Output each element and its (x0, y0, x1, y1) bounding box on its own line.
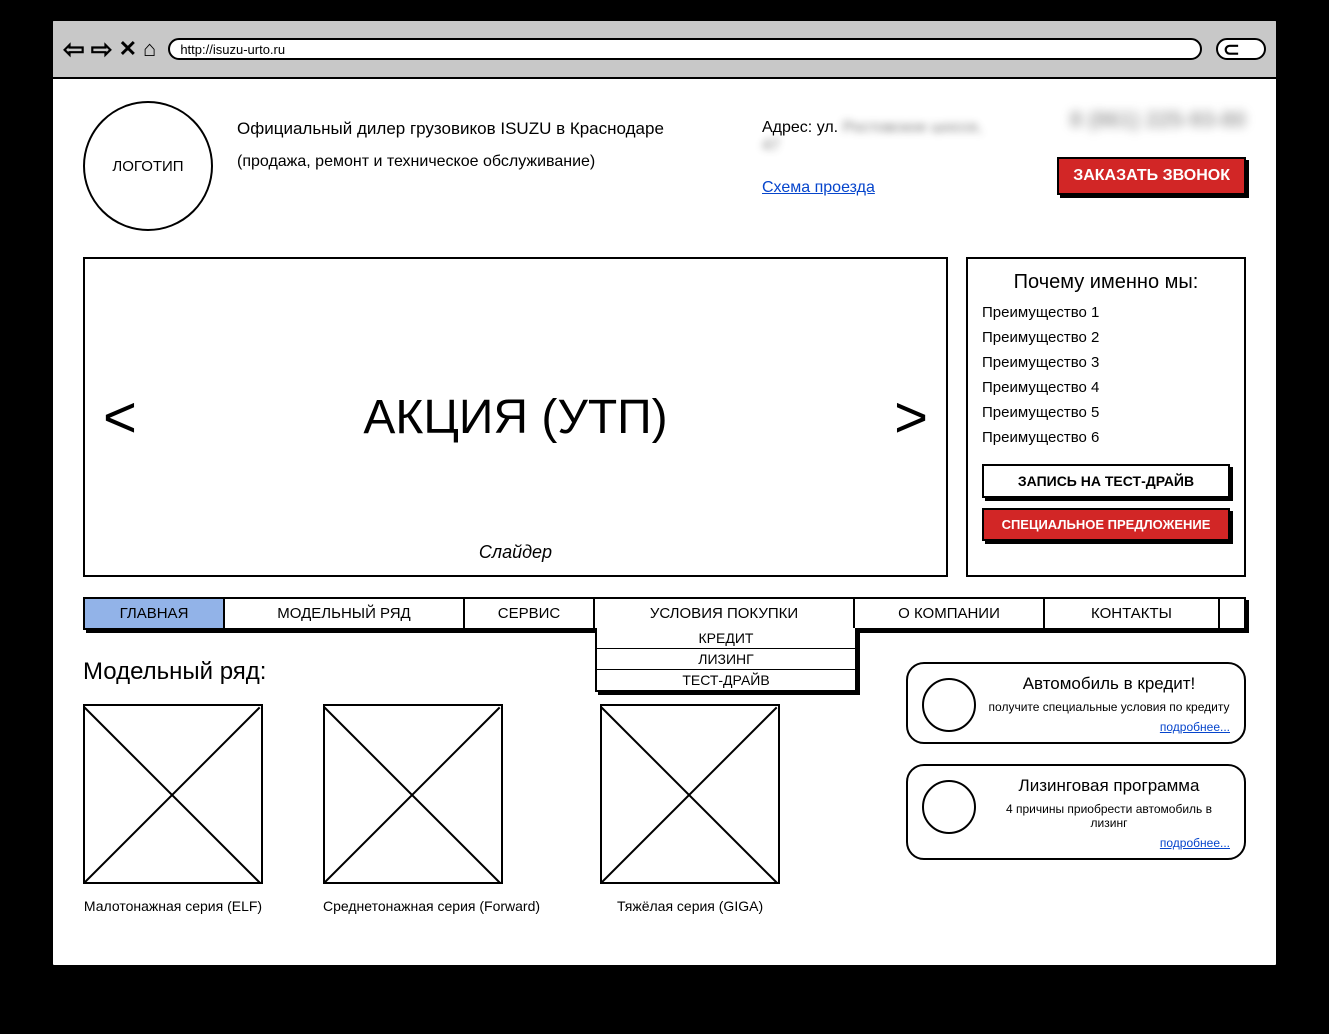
nav-submenu: КРЕДИТЛИЗИНГТЕСТ-ДРАЙВ (595, 628, 857, 692)
promo-more-link[interactable]: подробнее... (1160, 836, 1230, 850)
nav-item-5[interactable]: КОНТАКТЫ (1045, 599, 1220, 628)
browser-window: ⇦ ⇨ ✕ ⌂ http://isuzu-urto.ru ⊂ ЛОГОТИП О… (50, 18, 1279, 968)
model-image-placeholder (323, 704, 503, 884)
slider-prev-icon[interactable]: < (103, 384, 137, 451)
browser-toolbar: ⇦ ⇨ ✕ ⌂ http://isuzu-urto.ru ⊂ (53, 21, 1276, 79)
address-label: Адрес: ул. (762, 119, 838, 136)
why-us-title: Почему именно мы: (982, 271, 1230, 294)
why-us-panel: Почему именно мы: Преимущество 1Преимуще… (966, 257, 1246, 577)
promo-card-1: Лизинговая программа 4 причины приобрести… (906, 764, 1246, 860)
model-label: Тяжёлая серия (GIGA) (600, 898, 780, 914)
hero-row: < АКЦИЯ (УТП) > Слайдер Почему именно мы… (83, 257, 1246, 577)
nav-item-3[interactable]: УСЛОВИЯ ПОКУПКИ (595, 599, 855, 628)
callback-button[interactable]: ЗАКАЗАТЬ ЗВОНОК (1057, 157, 1246, 195)
search-icon[interactable]: ⊂ (1216, 38, 1266, 60)
model-card-2[interactable]: Тяжёлая серия (GIGA) (600, 704, 780, 914)
model-label: Малотонажная серия (ELF) (83, 898, 263, 914)
url-input[interactable]: http://isuzu-urto.ru (168, 38, 1202, 60)
promo-icon-placeholder (922, 780, 976, 834)
why-us-item: Преимущество 4 (982, 379, 1230, 396)
home-icon[interactable]: ⌂ (143, 36, 156, 62)
promo-icon-placeholder (922, 678, 976, 732)
site-header: ЛОГОТИП Официальный дилер грузовиков ISU… (83, 101, 1246, 231)
forward-icon[interactable]: ⇨ (91, 34, 113, 65)
content-row: Модельный ряд: Малотонажная серия (ELF)С… (83, 658, 1246, 914)
promos-column: Автомобиль в кредит! получите специальные… (906, 658, 1246, 914)
submenu-item-0[interactable]: КРЕДИТ (597, 628, 855, 649)
slider-title: АКЦИЯ (УТП) (363, 390, 667, 445)
slider-next-icon[interactable]: > (894, 384, 928, 451)
model-card-1[interactable]: Среднетонажная серия (Forward) (323, 704, 540, 914)
promo-more-link[interactable]: подробнее... (1160, 720, 1230, 734)
submenu-item-2[interactable]: ТЕСТ-ДРАЙВ (597, 670, 855, 690)
why-us-list: Преимущество 1 Преимущество 2 Преимущество… (982, 304, 1230, 446)
model-image-placeholder (83, 704, 263, 884)
promo-title: Автомобиль в кредит! (988, 674, 1230, 694)
promo-subtitle: получите специальные условия по кредиту (988, 700, 1230, 714)
special-offer-button[interactable]: СПЕЦИАЛЬНОЕ ПРЕДЛОЖЕНИЕ (982, 508, 1230, 541)
testdrive-button[interactable]: ЗАПИСЬ НА ТЕСТ-ДРАЙВ (982, 464, 1230, 498)
submenu-item-1[interactable]: ЛИЗИНГ (597, 649, 855, 670)
header-address: Адрес: ул. Ростовское шоссе, 47 Схема пр… (762, 101, 1002, 197)
why-us-item: Преимущество 1 (982, 304, 1230, 321)
why-us-item: Преимущество 2 (982, 329, 1230, 346)
model-image-placeholder (600, 704, 780, 884)
why-us-item: Преимущество 5 (982, 404, 1230, 421)
models-grid: Малотонажная серия (ELF) Среднетонажная с… (83, 704, 886, 914)
promo-card-0: Автомобиль в кредит! получите специальные… (906, 662, 1246, 744)
why-us-item: Преимущество 3 (982, 354, 1230, 371)
why-us-item: Преимущество 6 (982, 429, 1230, 446)
model-card-0[interactable]: Малотонажная серия (ELF) (83, 704, 263, 914)
header-contact: 8 (861) 225-93-80 ЗАКАЗАТЬ ЗВОНОК (1026, 101, 1246, 195)
promo-title: Лизинговая программа (988, 776, 1230, 796)
main-nav: ГЛАВНАЯМОДЕЛЬНЫЙ РЯДСЕРВИСУСЛОВИЯ ПОКУПК… (83, 597, 1246, 630)
nav-item-1[interactable]: МОДЕЛЬНЫЙ РЯД (225, 599, 465, 628)
map-link[interactable]: Схема проезда (762, 179, 875, 196)
back-icon[interactable]: ⇦ (63, 34, 85, 65)
nav-item-0[interactable]: ГЛАВНАЯ (85, 599, 225, 628)
page-content: ЛОГОТИП Официальный дилер грузовиков ISU… (53, 79, 1276, 914)
model-label: Среднетонажная серия (Forward) (323, 898, 540, 914)
tagline-secondary: (продажа, ремонт и техническое обслужива… (237, 153, 738, 171)
nav-item-4[interactable]: О КОМПАНИИ (855, 599, 1045, 628)
header-tagline: Официальный дилер грузовиков ISUZU в Кра… (237, 101, 738, 171)
slider-caption: Слайдер (479, 542, 552, 563)
tagline-primary: Официальный дилер грузовиков ISUZU в Кра… (237, 119, 738, 139)
phone-number: 8 (861) 225-93-80 (1026, 107, 1246, 133)
promo-subtitle: 4 причины приобрести автомобиль в лизинг (988, 802, 1230, 830)
models-section: Модельный ряд: Малотонажная серия (ELF)С… (83, 658, 886, 914)
hero-slider: < АКЦИЯ (УТП) > Слайдер (83, 257, 948, 577)
stop-icon[interactable]: ✕ (119, 36, 137, 62)
nav-item-2[interactable]: СЕРВИС (465, 599, 595, 628)
logo-placeholder: ЛОГОТИП (83, 101, 213, 231)
